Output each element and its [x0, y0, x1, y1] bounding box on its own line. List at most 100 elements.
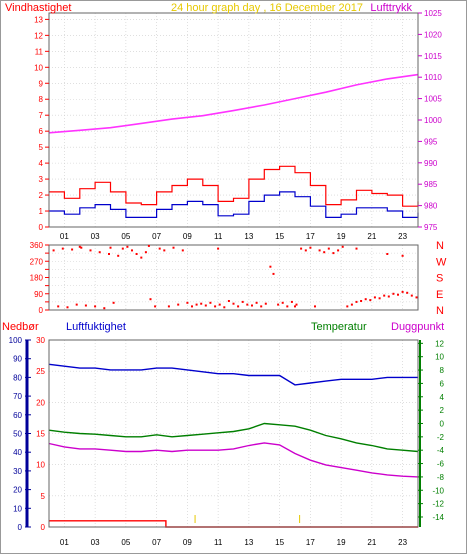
- compass-label: N: [436, 240, 444, 252]
- direction-point: [121, 247, 124, 250]
- direction-point: [260, 305, 263, 308]
- humidity-tick-label: 100: [9, 336, 23, 345]
- direction-point: [217, 247, 220, 250]
- wind-left-tick-label: 5: [39, 143, 44, 152]
- direction-point: [172, 246, 175, 249]
- rain-tick-label: 15: [36, 430, 45, 439]
- direction-left-axis: 0 90 180 270 360: [30, 241, 49, 315]
- temperature-tick-label: 2: [440, 406, 445, 415]
- direction-left-tick-label: 0: [39, 306, 44, 315]
- pressure-right-label: Lufttrykk: [370, 2, 412, 14]
- direction-point: [57, 305, 60, 308]
- direction-point: [392, 292, 395, 295]
- temperature-tick-label: 4: [440, 393, 445, 402]
- humidity-tick-label: 40: [13, 448, 22, 457]
- direction-point: [360, 300, 363, 302]
- direction-point: [80, 246, 83, 249]
- wind-left-tick-label: 0: [39, 223, 44, 232]
- pressure-right-tick-label: 985: [424, 180, 438, 189]
- dewpoint-label: Duggpunkt: [391, 321, 444, 333]
- direction-point: [383, 294, 386, 297]
- compass-label: W: [436, 256, 447, 268]
- wind-plot-frame: [48, 12, 419, 228]
- temperature-x-tick-label: 11: [214, 538, 223, 547]
- direction-point: [281, 301, 284, 304]
- wind-x-tick-label: 21: [367, 232, 376, 241]
- temperature-x-tick-label: 23: [398, 538, 407, 547]
- direction-point: [397, 293, 399, 296]
- pressure-right-tick-label: 1010: [424, 73, 442, 82]
- temperature-x-tick-label: 05: [121, 538, 130, 547]
- direction-point: [341, 245, 344, 248]
- humidity-tick-label: 10: [13, 504, 22, 513]
- wind-x-tick-label: 11: [214, 232, 223, 241]
- direction-point: [89, 249, 92, 252]
- direction-point: [415, 296, 418, 299]
- direction-point: [387, 295, 390, 298]
- direction-grid: [49, 244, 418, 311]
- direction-left-tick-label: 90: [34, 290, 43, 299]
- wind-left-tick-label: 4: [39, 159, 44, 168]
- wind-graph-title: 24 hour graph day , 16 December 2017: [171, 2, 363, 14]
- wind-series-line: [49, 191, 419, 218]
- direction-point: [214, 305, 217, 308]
- pressure-right-tick-label: 995: [424, 137, 438, 146]
- direction-point: [355, 247, 358, 250]
- direction-point: [61, 247, 64, 250]
- direction-point: [223, 306, 226, 309]
- direction-point: [52, 249, 55, 252]
- rain-tick-label: 5: [41, 492, 46, 501]
- wind-left-tick-label: 6: [39, 127, 44, 136]
- direction-point: [251, 304, 253, 307]
- wind-x-tick-label: 23: [398, 232, 407, 241]
- temperature-plot-frame: [48, 339, 419, 528]
- direction-point: [355, 300, 358, 303]
- direction-point: [304, 249, 307, 252]
- direction-point: [406, 291, 409, 294]
- direction-point: [158, 247, 161, 250]
- temperature-tick-label: 0: [440, 419, 445, 428]
- humidity-label: Luftfuktighet: [66, 321, 126, 333]
- temperature-x-tick-label: 17: [306, 538, 315, 547]
- compass-label: S: [436, 273, 443, 285]
- wind-left-tick-label: 12: [34, 31, 43, 40]
- direction-point: [163, 249, 166, 252]
- humidity-tick-label: 60: [13, 411, 22, 420]
- direction-point: [218, 303, 221, 306]
- direction-point: [272, 272, 275, 275]
- wind-left-tick-label: 7: [39, 111, 44, 120]
- direction-point: [94, 305, 97, 308]
- temperature-x-tick-label: 07: [152, 538, 161, 547]
- direction-point: [209, 301, 212, 304]
- wind-x-tick-label: 03: [91, 232, 100, 241]
- pressure-right-tick-label: 1025: [424, 9, 442, 18]
- direction-point: [386, 253, 389, 255]
- direction-point: [195, 303, 198, 306]
- direction-point: [264, 302, 267, 305]
- direction-point: [108, 253, 110, 255]
- direction-point: [286, 305, 289, 308]
- wind-series: [48, 73, 419, 218]
- direction-points: [52, 244, 418, 310]
- direction-point: [255, 301, 258, 304]
- direction-point: [204, 304, 207, 307]
- pressure-right-tick-label: 975: [424, 223, 438, 232]
- direction-left-tick-label: 270: [30, 257, 44, 266]
- direction-point: [103, 307, 106, 310]
- pressure-right-tick-label: 990: [424, 159, 438, 168]
- temperature-x-tick-label: 01: [60, 538, 69, 547]
- wind-x-tick-label: 15: [275, 232, 284, 241]
- rain-label: Nedbør: [2, 321, 39, 333]
- temperature-panel: 0102030405060708090100051015202530-14-12…: [2, 321, 445, 547]
- temperature-grid: [49, 339, 418, 528]
- direction-point: [401, 290, 404, 293]
- direction-point: [191, 305, 193, 308]
- direction-point: [378, 297, 381, 300]
- direction-point: [269, 265, 272, 268]
- rain-tick-label: 30: [36, 336, 45, 345]
- temperature-series-line: [48, 363, 418, 386]
